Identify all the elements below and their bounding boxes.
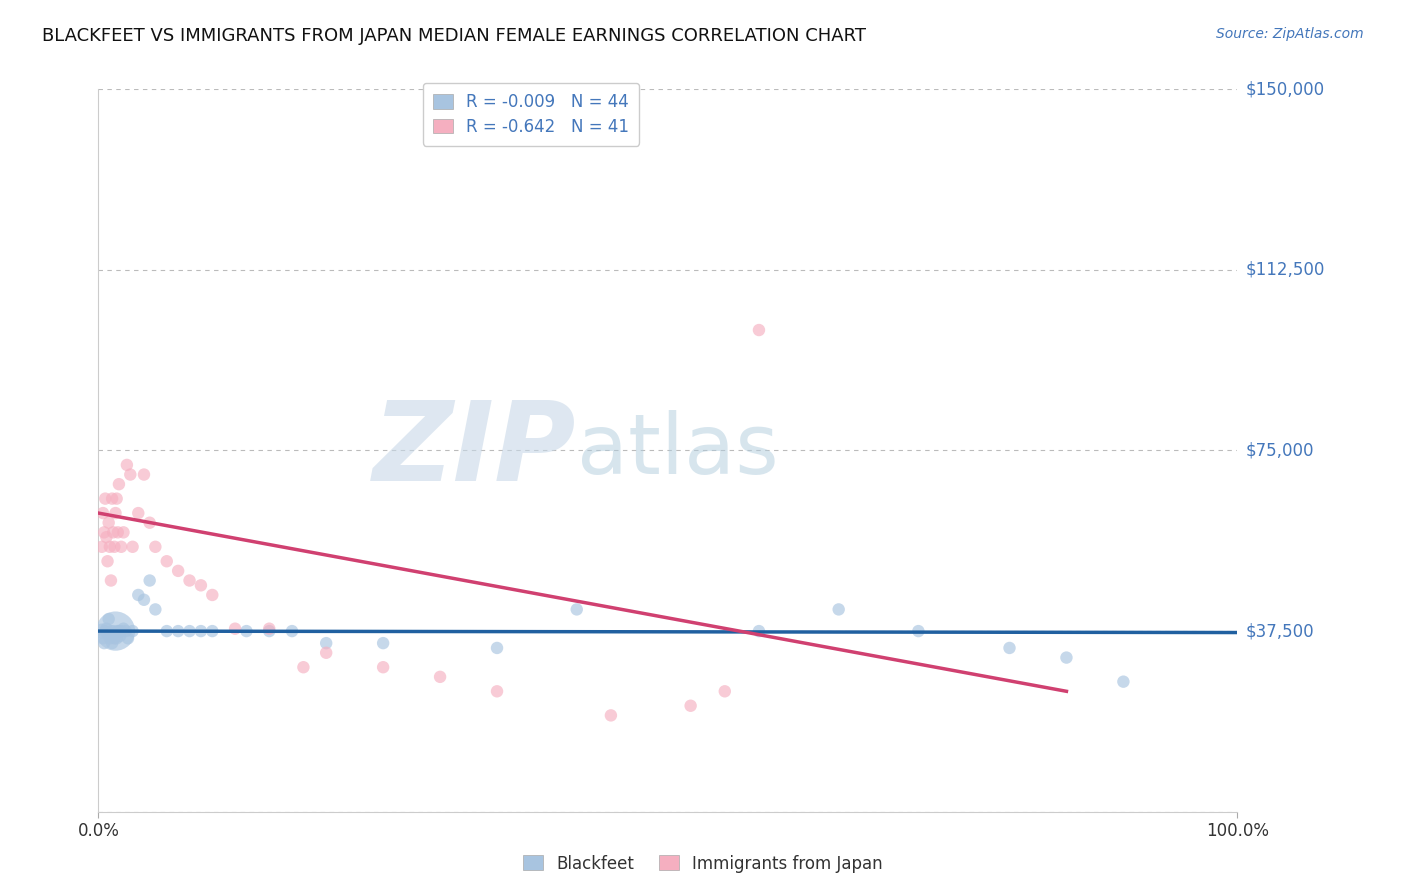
Point (679, 698, 702, 713)
Text: $75,000: $75,000 (1246, 442, 1315, 459)
Point (104, 506, 127, 520)
Point (98, 540, 121, 554)
Point (115, 458, 138, 472)
Point (156, 554, 179, 568)
Point (103, 540, 125, 554)
Text: ZIP: ZIP (373, 397, 576, 504)
Point (315, 646, 337, 660)
Legend: Blackfeet, Immigrants from Japan: Blackfeet, Immigrants from Japan (516, 848, 890, 880)
Point (101, 491, 124, 506)
Point (96, 622, 118, 636)
Point (167, 564, 190, 578)
Point (748, 624, 770, 639)
Point (107, 525, 129, 540)
Text: atlas: atlas (576, 410, 779, 491)
Point (103, 632, 125, 646)
Point (998, 640, 1021, 655)
Point (145, 540, 167, 554)
Point (105, 632, 128, 646)
Point (91, 506, 114, 520)
Point (114, 624, 136, 639)
Text: BLACKFEET VS IMMIGRANTS FROM JAPAN MEDIAN FEMALE EARNINGS CORRELATION CHART: BLACKFEET VS IMMIGRANTS FROM JAPAN MEDIA… (42, 27, 866, 45)
Point (259, 624, 281, 639)
Point (101, 636, 124, 650)
Point (201, 588, 224, 602)
Point (1112, 674, 1135, 689)
Point (110, 624, 132, 639)
Point (100, 624, 122, 639)
Point (1054, 650, 1078, 665)
Point (93, 636, 115, 650)
Point (138, 574, 160, 588)
Point (112, 525, 135, 540)
Point (107, 624, 129, 639)
Point (224, 622, 246, 636)
Point (98, 632, 121, 646)
Point (132, 467, 155, 482)
Point (201, 624, 224, 639)
Point (486, 684, 509, 698)
Point (100, 574, 122, 588)
Point (828, 602, 851, 616)
Point (103, 525, 125, 540)
Point (90, 540, 112, 554)
Point (121, 540, 143, 554)
Point (117, 632, 139, 646)
Point (108, 629, 131, 643)
Point (167, 624, 190, 639)
Point (429, 670, 451, 684)
Point (121, 624, 143, 639)
Point (104, 624, 127, 639)
Point (105, 491, 128, 506)
Text: Source: ZipAtlas.com: Source: ZipAtlas.com (1216, 27, 1364, 41)
Point (907, 624, 929, 639)
Point (96, 626, 118, 640)
Point (90, 624, 112, 639)
Text: $112,500: $112,500 (1246, 260, 1324, 279)
Point (94, 491, 117, 506)
Point (96, 530, 118, 544)
Point (108, 477, 131, 491)
Point (97, 516, 120, 530)
Point (179, 574, 201, 588)
Point (127, 506, 149, 520)
Point (96, 554, 118, 568)
Point (103, 624, 125, 639)
Text: $150,000: $150,000 (1246, 80, 1324, 98)
Point (748, 323, 770, 337)
Point (132, 592, 155, 607)
Point (600, 708, 623, 723)
Point (91, 632, 114, 646)
Point (371, 636, 394, 650)
Point (138, 516, 160, 530)
Point (127, 588, 149, 602)
Point (259, 622, 281, 636)
Point (120, 467, 142, 482)
Legend: R = -0.009   N = 44, R = -0.642   N = 41: R = -0.009 N = 44, R = -0.642 N = 41 (423, 83, 640, 145)
Point (235, 624, 257, 639)
Point (145, 602, 167, 616)
Point (110, 540, 132, 554)
Point (94, 624, 117, 639)
Point (292, 660, 315, 674)
Point (190, 624, 212, 639)
Point (179, 624, 201, 639)
Point (371, 660, 394, 674)
Point (156, 624, 179, 639)
Point (486, 640, 509, 655)
Point (97, 612, 120, 626)
Point (315, 636, 337, 650)
Point (565, 602, 588, 616)
Point (108, 624, 131, 639)
Point (714, 684, 737, 698)
Point (93, 525, 115, 540)
Point (281, 624, 304, 639)
Point (112, 622, 135, 636)
Text: $37,500: $37,500 (1246, 622, 1315, 640)
Point (190, 578, 212, 592)
